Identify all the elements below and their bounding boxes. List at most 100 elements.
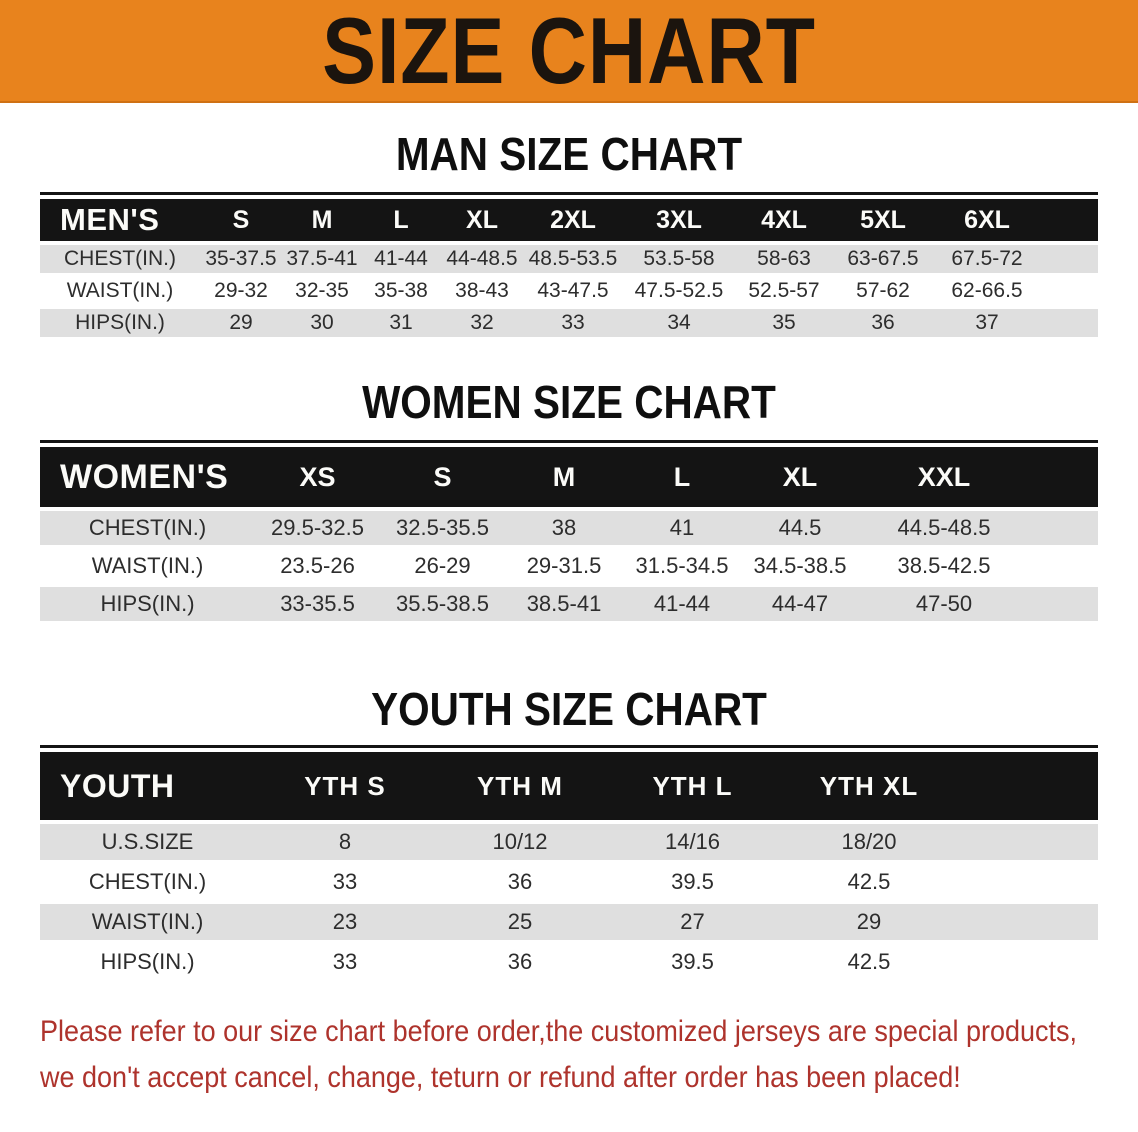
youth-ussize-label: U.S.SIZE bbox=[40, 822, 255, 864]
men-chest-row: CHEST(IN.) 35-37.5 37.5-41 41-44 44-48.5… bbox=[40, 243, 1098, 277]
disclaimer-text: Please refer to our size chart before or… bbox=[40, 1015, 1078, 1048]
men-col-6xl: 6XL bbox=[934, 199, 1040, 245]
youth-row-spacer bbox=[958, 862, 1098, 904]
women-chest-value: 29.5-32.5 bbox=[255, 509, 380, 549]
youth-chest-label: CHEST(IN.) bbox=[40, 862, 255, 904]
men-hips-value: 33 bbox=[524, 307, 622, 341]
men-col-2xl: 2XL bbox=[524, 199, 622, 245]
youth-header-spacer bbox=[958, 752, 1098, 824]
men-waist-value: 43-47.5 bbox=[524, 275, 622, 309]
youth-hips-value: 33 bbox=[255, 942, 435, 984]
women-hips-label: HIPS(IN.) bbox=[40, 585, 255, 625]
men-section: MAN SIZE CHART MEN'S S M L XL 2XL 3XL 4X… bbox=[0, 128, 1138, 341]
women-group-label: WOMEN'S bbox=[40, 447, 255, 511]
women-hips-value: 35.5-38.5 bbox=[380, 585, 505, 625]
men-chest-value: 67.5-72 bbox=[934, 243, 1040, 277]
men-col-l: L bbox=[362, 199, 440, 245]
men-hips-value: 36 bbox=[832, 307, 934, 341]
women-col-m: M bbox=[505, 447, 623, 511]
men-waist-value: 38-43 bbox=[440, 275, 524, 309]
men-row-spacer bbox=[1040, 243, 1098, 277]
women-chest-label: CHEST(IN.) bbox=[40, 509, 255, 549]
men-waist-label: WAIST(IN.) bbox=[40, 275, 200, 309]
men-hips-value: 32 bbox=[440, 307, 524, 341]
men-waist-value: 35-38 bbox=[362, 275, 440, 309]
women-hips-row: HIPS(IN.) 33-35.5 35.5-38.5 38.5-41 41-4… bbox=[40, 585, 1098, 625]
youth-header-row: YOUTH YTH S YTH M YTH L YTH XL bbox=[40, 752, 1098, 824]
youth-hips-value: 42.5 bbox=[780, 942, 958, 984]
banner: SIZE CHART bbox=[0, 0, 1138, 103]
men-hips-value: 31 bbox=[362, 307, 440, 341]
youth-row-spacer bbox=[958, 822, 1098, 864]
women-size-table: WOMEN'S XS S M L XL XXL CHEST(IN.) 29.5-… bbox=[40, 447, 1098, 625]
men-header-row: MEN'S S M L XL 2XL 3XL 4XL 5XL 6XL bbox=[40, 199, 1098, 245]
men-chest-value: 35-37.5 bbox=[200, 243, 282, 277]
men-col-3xl: 3XL bbox=[622, 199, 736, 245]
men-chest-value: 63-67.5 bbox=[832, 243, 934, 277]
youth-section-heading: YOUTH SIZE CHART bbox=[371, 683, 767, 735]
women-col-xxl: XXL bbox=[859, 447, 1029, 511]
youth-chest-value: 33 bbox=[255, 862, 435, 904]
women-chest-value: 38 bbox=[505, 509, 623, 549]
men-col-4xl: 4XL bbox=[736, 199, 832, 245]
youth-hips-value: 36 bbox=[435, 942, 605, 984]
women-col-xs: XS bbox=[255, 447, 380, 511]
women-chest-value: 44.5-48.5 bbox=[859, 509, 1029, 549]
women-section-heading: WOMEN SIZE CHART bbox=[362, 376, 776, 428]
youth-hips-label: HIPS(IN.) bbox=[40, 942, 255, 984]
disclaimer-line-1: Please refer to our size chart before or… bbox=[40, 1009, 1138, 1055]
men-hips-label: HIPS(IN.) bbox=[40, 307, 200, 341]
women-row-spacer bbox=[1029, 585, 1098, 625]
youth-chest-value: 39.5 bbox=[605, 862, 780, 904]
women-hips-value: 33-35.5 bbox=[255, 585, 380, 625]
men-chest-label: CHEST(IN.) bbox=[40, 243, 200, 277]
men-chest-value: 44-48.5 bbox=[440, 243, 524, 277]
women-chest-value: 32.5-35.5 bbox=[380, 509, 505, 549]
men-waist-value: 62-66.5 bbox=[934, 275, 1040, 309]
men-size-table: MEN'S S M L XL 2XL 3XL 4XL 5XL 6XL CHEST… bbox=[40, 199, 1098, 341]
youth-waist-value: 29 bbox=[780, 902, 958, 944]
youth-chest-row: CHEST(IN.) 33 36 39.5 42.5 bbox=[40, 862, 1098, 904]
youth-waist-value: 27 bbox=[605, 902, 780, 944]
youth-waist-row: WAIST(IN.) 23 25 27 29 bbox=[40, 902, 1098, 944]
men-col-xl: XL bbox=[440, 199, 524, 245]
women-waist-value: 31.5-34.5 bbox=[623, 547, 741, 587]
men-chest-value: 53.5-58 bbox=[622, 243, 736, 277]
women-header-spacer bbox=[1029, 447, 1098, 511]
men-row-spacer bbox=[1040, 275, 1098, 309]
disclaimer: Please refer to our size chart before or… bbox=[40, 1009, 1138, 1101]
women-waist-value: 26-29 bbox=[380, 547, 505, 587]
women-waist-row: WAIST(IN.) 23.5-26 26-29 29-31.5 31.5-34… bbox=[40, 547, 1098, 587]
women-section: WOMEN SIZE CHART WOMEN'S XS S M L XL XXL bbox=[0, 376, 1138, 625]
women-hips-value: 38.5-41 bbox=[505, 585, 623, 625]
women-row-spacer bbox=[1029, 509, 1098, 549]
men-waist-value: 52.5-57 bbox=[736, 275, 832, 309]
men-hips-value: 35 bbox=[736, 307, 832, 341]
women-row-spacer bbox=[1029, 547, 1098, 587]
women-col-s: S bbox=[380, 447, 505, 511]
women-hips-value: 41-44 bbox=[623, 585, 741, 625]
men-waist-value: 32-35 bbox=[282, 275, 362, 309]
women-header-row: WOMEN'S XS S M L XL XXL bbox=[40, 447, 1098, 511]
youth-col-yth-l: YTH L bbox=[605, 752, 780, 824]
banner-title: SIZE CHART bbox=[322, 0, 816, 103]
men-hips-value: 37 bbox=[934, 307, 1040, 341]
men-section-heading: MAN SIZE CHART bbox=[395, 128, 743, 180]
men-row-spacer bbox=[1040, 307, 1098, 341]
youth-hips-value: 39.5 bbox=[605, 942, 780, 984]
men-waist-value: 57-62 bbox=[832, 275, 934, 309]
youth-group-label: YOUTH bbox=[40, 752, 255, 824]
youth-waist-label: WAIST(IN.) bbox=[40, 902, 255, 944]
youth-ussize-value: 14/16 bbox=[605, 822, 780, 864]
youth-col-yth-s: YTH S bbox=[255, 752, 435, 824]
youth-ussize-value: 8 bbox=[255, 822, 435, 864]
women-chest-value: 41 bbox=[623, 509, 741, 549]
women-hips-value: 44-47 bbox=[741, 585, 859, 625]
women-chest-row: CHEST(IN.) 29.5-32.5 32.5-35.5 38 41 44.… bbox=[40, 509, 1098, 549]
men-chest-value: 58-63 bbox=[736, 243, 832, 277]
men-hips-value: 29 bbox=[200, 307, 282, 341]
women-waist-value: 29-31.5 bbox=[505, 547, 623, 587]
men-col-m: M bbox=[282, 199, 362, 245]
men-chest-value: 48.5-53.5 bbox=[524, 243, 622, 277]
youth-waist-value: 25 bbox=[435, 902, 605, 944]
